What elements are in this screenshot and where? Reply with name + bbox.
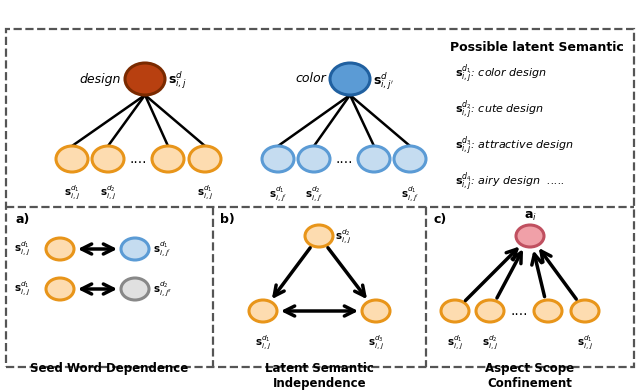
Text: $\mathbf{s}^{d_1}_{i,j}$: $\mathbf{s}^{d_1}_{i,j}$ (577, 334, 593, 352)
Ellipse shape (262, 146, 294, 172)
Ellipse shape (189, 146, 221, 172)
Text: $\mathbf{s}^{d_1}_{i,j'}$: $\mathbf{s}^{d_1}_{i,j'}$ (269, 184, 287, 203)
Ellipse shape (571, 300, 599, 322)
Text: $\mathbf{s}^{d_2}_{i,j}$: cute design: $\mathbf{s}^{d_2}_{i,j}$: cute design (455, 99, 544, 122)
Ellipse shape (121, 238, 149, 260)
Text: $\mathbf{s}^{d_1}_{i,j}$: $\mathbf{s}^{d_1}_{i,j}$ (64, 184, 80, 202)
Text: $\mathbf{a}_i$: $\mathbf{a}_i$ (524, 210, 536, 223)
Ellipse shape (516, 225, 544, 247)
Text: a): a) (15, 213, 29, 226)
Text: color: color (295, 73, 326, 85)
Text: $\mathbf{s}^{d}_{i,j}$: $\mathbf{s}^{d}_{i,j}$ (168, 70, 187, 91)
Text: $\mathbf{s}^{d}_{i,j'}$: $\mathbf{s}^{d}_{i,j'}$ (373, 70, 394, 92)
Text: b): b) (220, 213, 235, 226)
Text: $\mathbf{s}^{d_1}_{i,j'}$: $\mathbf{s}^{d_1}_{i,j'}$ (153, 240, 171, 258)
Text: $\mathbf{s}^{d_1}_{i,j'}$: $\mathbf{s}^{d_1}_{i,j'}$ (401, 184, 419, 203)
Ellipse shape (534, 300, 562, 322)
Text: c): c) (433, 213, 446, 226)
Text: $\mathbf{s}^{d_3}_{i,j}$: $\mathbf{s}^{d_3}_{i,j}$ (368, 334, 384, 352)
Text: Seed Word Dependence: Seed Word Dependence (30, 362, 189, 375)
Ellipse shape (358, 146, 390, 172)
Text: $\mathbf{s}^{d_1}_{i,j}$: $\mathbf{s}^{d_1}_{i,j}$ (447, 334, 463, 352)
Ellipse shape (46, 278, 74, 300)
Text: $\mathbf{s}^{d_1}_{i,j}$: $\mathbf{s}^{d_1}_{i,j}$ (14, 280, 30, 298)
Ellipse shape (56, 146, 88, 172)
Ellipse shape (152, 146, 184, 172)
Ellipse shape (441, 300, 469, 322)
Ellipse shape (362, 300, 390, 322)
Text: $\mathbf{s}^{d_2}_{i,j}$: $\mathbf{s}^{d_2}_{i,j}$ (100, 184, 116, 202)
Ellipse shape (394, 146, 426, 172)
Text: $\mathbf{s}^{d_2}_{i,j'}$: $\mathbf{s}^{d_2}_{i,j'}$ (305, 184, 323, 203)
Text: $\mathbf{s}^{d_1}_{i,j}$: $\mathbf{s}^{d_1}_{i,j}$ (197, 184, 213, 202)
Text: $\mathbf{s}^{d_3}_{i,j}$: attractive design: $\mathbf{s}^{d_3}_{i,j}$: attractive des… (455, 135, 573, 158)
Text: design: design (79, 73, 121, 85)
Text: ....: .... (129, 152, 147, 166)
Text: Possible latent Semantic: Possible latent Semantic (450, 41, 624, 54)
Text: Latent Semantic
Independence: Latent Semantic Independence (265, 362, 374, 390)
Text: ....: .... (510, 304, 528, 318)
Text: $\mathbf{s}^{d_4}_{i,j}$: airy design  .....: $\mathbf{s}^{d_4}_{i,j}$: airy design ..… (455, 171, 564, 194)
Ellipse shape (249, 300, 277, 322)
Text: $\mathbf{s}^{d_1}_{i,j}$: $\mathbf{s}^{d_1}_{i,j}$ (255, 334, 271, 352)
Ellipse shape (330, 63, 370, 95)
Ellipse shape (46, 238, 74, 260)
Text: $\mathbf{s}^{d_1}_{i,j}$: color design: $\mathbf{s}^{d_1}_{i,j}$: color design (455, 63, 547, 86)
Ellipse shape (125, 63, 165, 95)
Ellipse shape (121, 278, 149, 300)
Text: $\mathbf{s}^{d_2}_{i,j''}$: $\mathbf{s}^{d_2}_{i,j''}$ (153, 279, 172, 298)
Text: $\mathbf{s}^{d_1}_{i,j}$: $\mathbf{s}^{d_1}_{i,j}$ (14, 240, 30, 258)
Ellipse shape (298, 146, 330, 172)
Text: $\mathbf{s}^{d_2}_{i,j}$: $\mathbf{s}^{d_2}_{i,j}$ (335, 228, 351, 246)
Text: ....: .... (335, 152, 353, 166)
Text: $\mathbf{s}^{d_2}_{i,j}$: $\mathbf{s}^{d_2}_{i,j}$ (482, 334, 498, 352)
Ellipse shape (476, 300, 504, 322)
Text: Aspect Scope
Confinement: Aspect Scope Confinement (485, 362, 575, 390)
Ellipse shape (305, 225, 333, 247)
Ellipse shape (92, 146, 124, 172)
